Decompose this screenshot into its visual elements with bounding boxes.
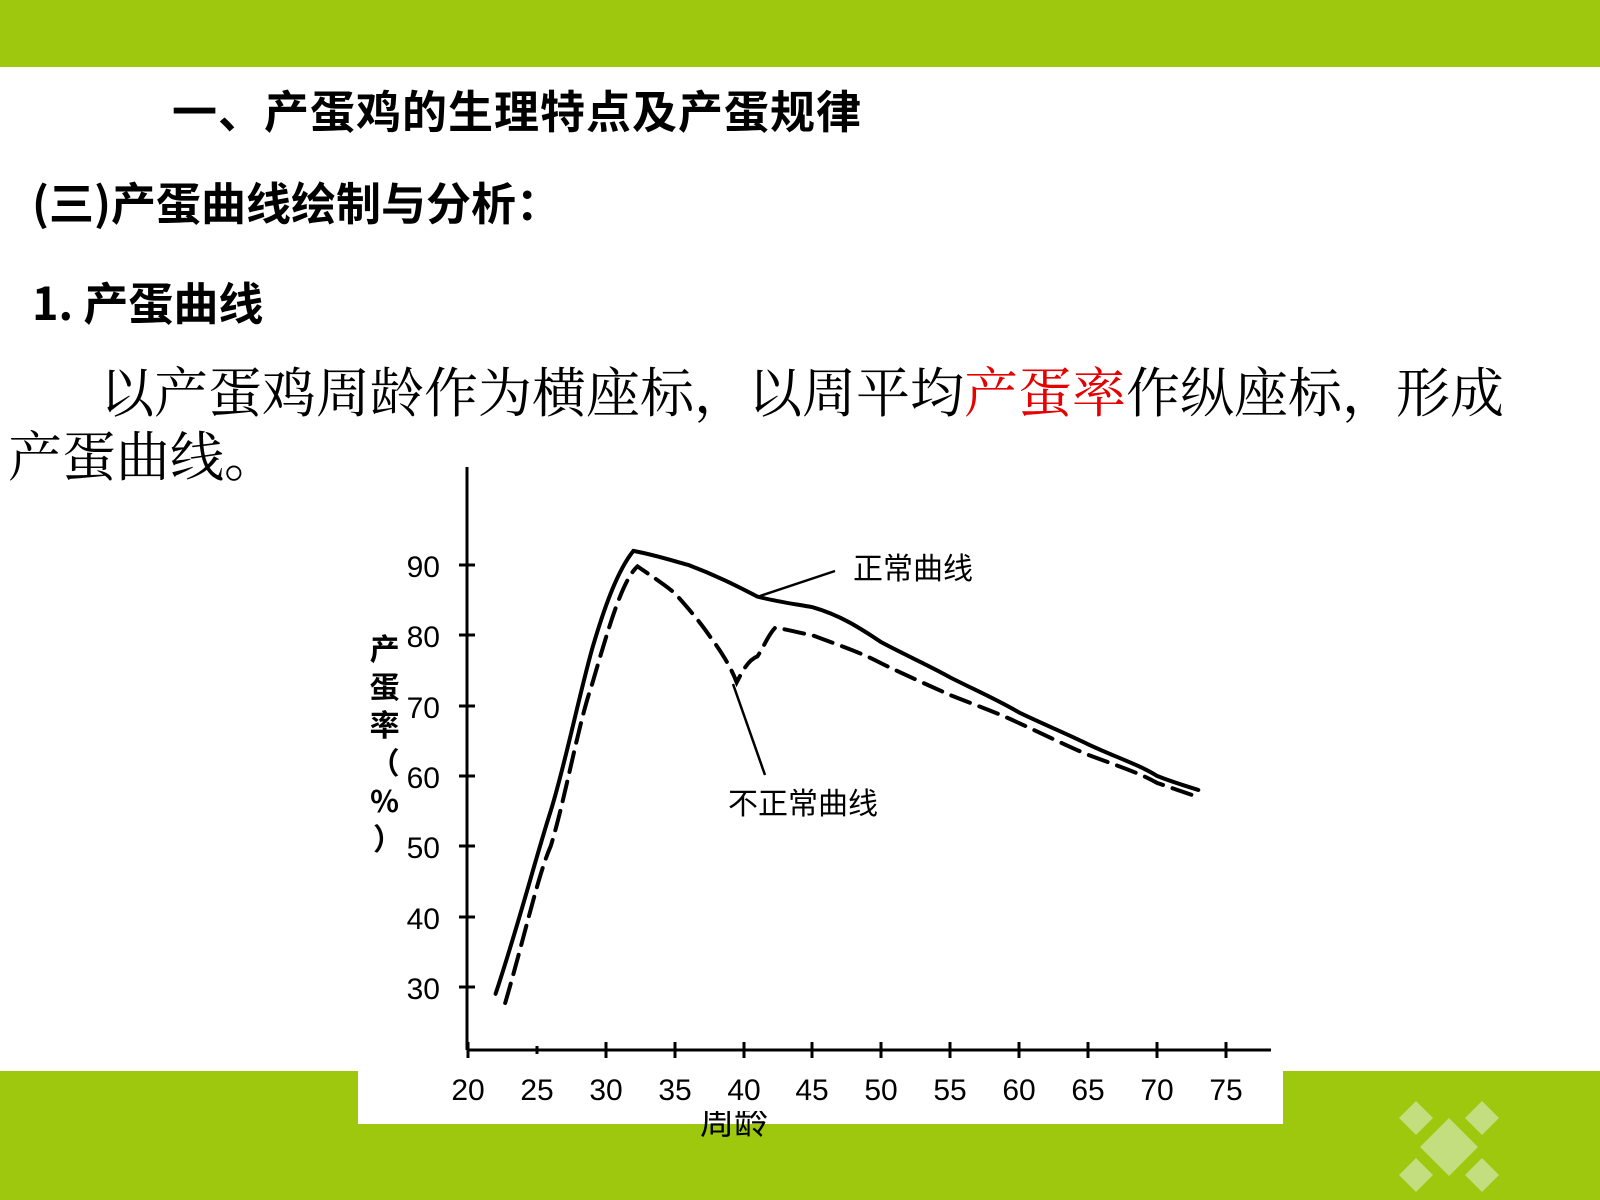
svg-text:70: 70 [407, 692, 440, 725]
svg-text:不正常曲线: 不正常曲线 [728, 779, 878, 823]
svg-text:45: 45 [795, 1074, 828, 1107]
svg-text:80: 80 [407, 621, 440, 654]
svg-text:40: 40 [727, 1074, 760, 1107]
svg-text:60: 60 [407, 762, 440, 795]
svg-text:55: 55 [933, 1074, 966, 1107]
svg-text:产 蛋 率 （: 产 蛋 率 （ % ） [370, 625, 407, 859]
svg-text:90: 90 [407, 551, 440, 584]
svg-text:30: 30 [407, 973, 440, 1006]
svg-text:35: 35 [658, 1074, 691, 1107]
svg-text:25: 25 [520, 1074, 553, 1107]
svg-text:70: 70 [1140, 1074, 1173, 1107]
svg-text:30: 30 [589, 1074, 622, 1107]
svg-text:65: 65 [1071, 1074, 1104, 1107]
svg-text:50: 50 [864, 1074, 897, 1107]
svg-text:50: 50 [407, 832, 440, 865]
svg-text:20: 20 [451, 1074, 484, 1107]
svg-text:60: 60 [1002, 1074, 1035, 1107]
svg-text:正常曲线: 正常曲线 [853, 544, 973, 588]
svg-text:40: 40 [407, 903, 440, 936]
svg-text:75: 75 [1209, 1074, 1242, 1107]
